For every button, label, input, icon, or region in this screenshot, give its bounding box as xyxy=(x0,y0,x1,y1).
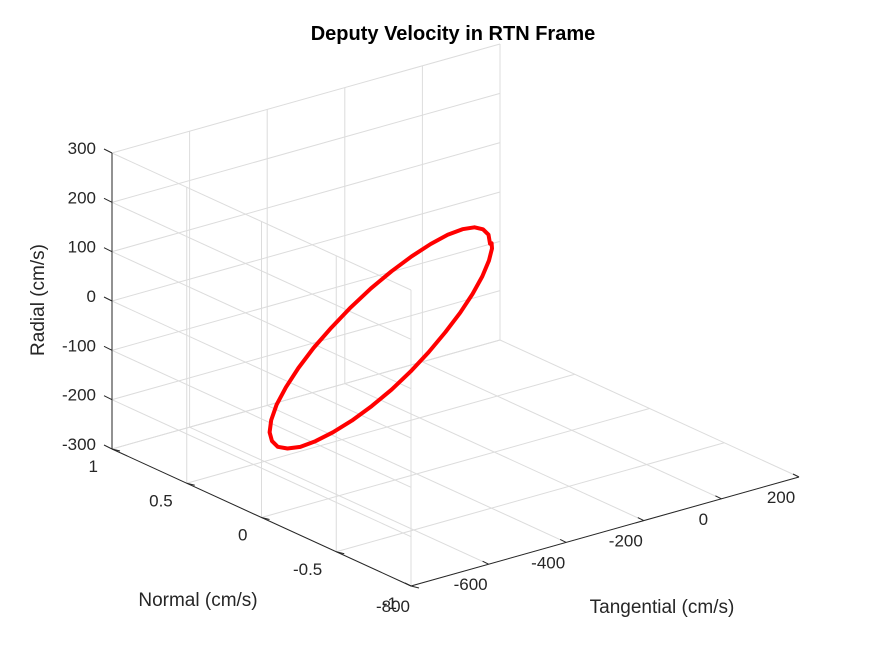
y-tick-label: -0.5 xyxy=(293,560,322,579)
x-tick-mark xyxy=(482,560,489,565)
x-tick-label: 200 xyxy=(767,488,795,507)
x-axis-label: Tangential (cm/s) xyxy=(590,597,735,618)
x-tick-mark xyxy=(637,517,645,522)
grid-line xyxy=(111,201,412,340)
x-tick-mark xyxy=(404,582,412,587)
z-axis-label: Radial (cm/s) xyxy=(28,244,49,356)
z-tick-mark xyxy=(103,247,113,253)
chart-title: Deputy Velocity in RTN Frame xyxy=(311,23,596,45)
grid-line xyxy=(111,152,412,291)
grid-line xyxy=(111,251,412,390)
y-tick-label: -1 xyxy=(382,594,397,613)
grid-line xyxy=(111,43,501,154)
y-tick-mark xyxy=(186,482,195,486)
z-tick-mark xyxy=(103,197,113,203)
z-tick-mark xyxy=(103,444,113,450)
y-tick-label: 1 xyxy=(89,457,98,476)
z-tick-mark xyxy=(103,395,113,401)
grid-line xyxy=(111,349,412,488)
y-tick-mark xyxy=(336,551,345,555)
z-tick-label: 100 xyxy=(68,238,96,257)
z-tick-label: -200 xyxy=(62,386,96,405)
y-tick-mark xyxy=(261,517,270,520)
y-tick-mark xyxy=(410,585,420,589)
x-tick-mark xyxy=(559,538,567,543)
z-tick-label: 0 xyxy=(87,287,96,306)
y-axis-label: Normal (cm/s) xyxy=(138,590,257,611)
z-tick-label: -100 xyxy=(62,336,96,355)
z-tick-mark xyxy=(103,148,113,154)
z-tick-label: 200 xyxy=(68,188,96,207)
series-layer xyxy=(267,225,494,451)
tick-labels: -800 -600 -400 -200 0 200 -1 -0.5 0 0.5 1 -300 -200 -… xyxy=(62,139,795,616)
x-tick-mark xyxy=(792,473,800,478)
z-tick-mark xyxy=(103,345,113,351)
z-tick-mark xyxy=(103,296,113,302)
grid-line xyxy=(111,240,501,351)
z-tick-label: 300 xyxy=(68,139,96,158)
grid-line xyxy=(111,142,501,253)
axes xyxy=(103,148,800,589)
series-line xyxy=(267,225,494,451)
grid-line xyxy=(336,442,725,553)
x-axis-line xyxy=(410,476,800,587)
x-tick-label: -400 xyxy=(531,553,565,572)
z-tick-label: -300 xyxy=(62,435,96,454)
y-tick-label: 0.5 xyxy=(149,491,173,510)
x-tick-label: -800 xyxy=(376,597,410,616)
y-tick-label: 0 xyxy=(238,526,247,545)
x-tick-label: -200 xyxy=(609,532,643,551)
grid-line xyxy=(111,290,501,401)
grid-line xyxy=(186,373,575,484)
grid-line xyxy=(111,191,501,302)
x-tick-mark xyxy=(715,495,722,500)
x-tick-label: 0 xyxy=(699,510,708,529)
x-tick-label: -600 xyxy=(454,575,488,594)
grid xyxy=(111,43,800,587)
y-tick-mark xyxy=(111,448,121,452)
grid-line xyxy=(111,92,501,203)
grid-line xyxy=(261,408,650,518)
grid-line xyxy=(111,399,412,538)
grid-line xyxy=(111,339,501,450)
